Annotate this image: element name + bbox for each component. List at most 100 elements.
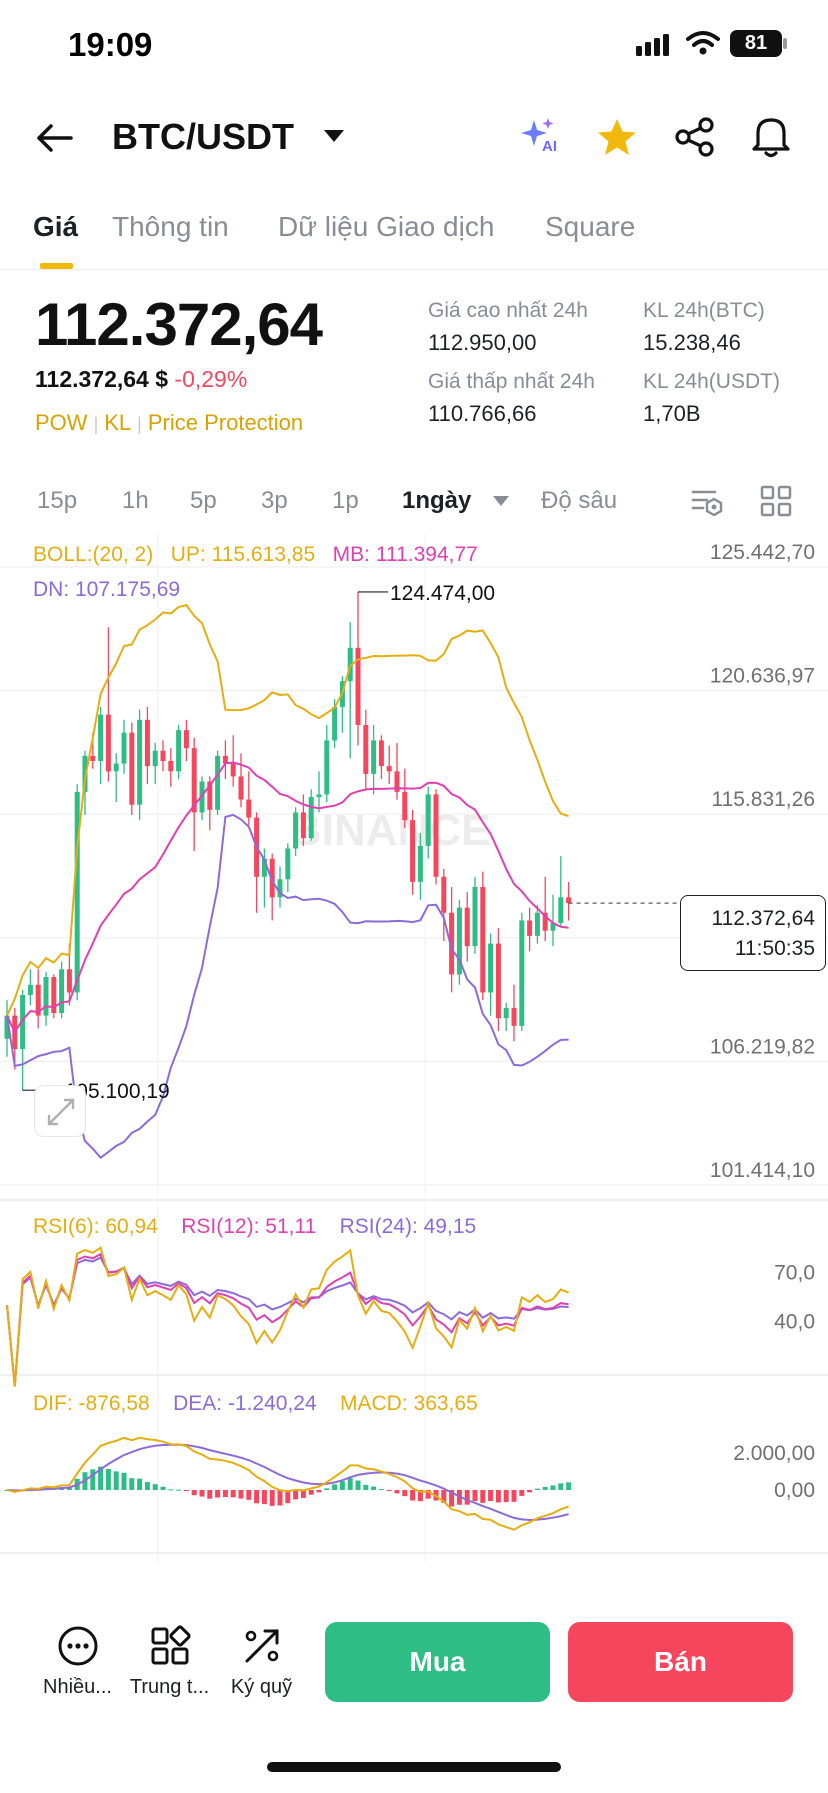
- interval-3p[interactable]: 3p: [261, 487, 288, 514]
- sell-button[interactable]: Bán: [568, 1622, 793, 1702]
- indicator-settings-icon[interactable]: [690, 485, 724, 519]
- interval-15p[interactable]: 15p: [37, 487, 78, 514]
- more-button[interactable]: Nhiều...: [30, 1625, 125, 1699]
- usd-price-value: 112.372,64 $: [35, 366, 169, 392]
- macd-legend: DIF: -876,58 DEA: -1.240,24 MACD: 363,65: [33, 1392, 478, 1416]
- macd-histogram-bar: [137, 1478, 143, 1490]
- tag-kl[interactable]: KL: [104, 410, 132, 435]
- ai-button[interactable]: AI: [518, 116, 562, 160]
- layout-grid-icon[interactable]: [760, 485, 792, 517]
- candle-up: [261, 858, 267, 877]
- candle-down: [35, 984, 41, 1016]
- candle-up: [456, 907, 462, 975]
- rsi6-line: [6, 1246, 569, 1387]
- macd-dea: DEA: -1.240,24: [173, 1392, 317, 1415]
- candle-down: [449, 912, 455, 975]
- dea-line: [6, 1443, 569, 1522]
- buy-button[interactable]: Mua: [325, 1622, 550, 1702]
- macd-histogram-bar: [316, 1490, 322, 1493]
- interval-5p[interactable]: 5p: [190, 487, 217, 514]
- vol-usdt-label: KL 24h(USDT): [643, 370, 780, 393]
- macd-histogram-bar: [449, 1490, 455, 1507]
- candle-up: [308, 797, 314, 839]
- center-button[interactable]: Trung t...: [122, 1625, 217, 1699]
- candle-up: [293, 812, 299, 849]
- interval-bar: 15p 1h 5p 3p 1p 1ngày Độ sâu: [0, 475, 828, 530]
- vol-usdt-value: 1,70B: [643, 401, 701, 426]
- macd-axis-label: 2.000,00: [733, 1442, 815, 1465]
- candle-down: [542, 912, 548, 931]
- macd-histogram-bar: [410, 1490, 416, 1501]
- candle-up: [152, 750, 158, 767]
- candle-down: [394, 771, 400, 792]
- tag-pow[interactable]: POW: [35, 410, 88, 435]
- tag-price-protection[interactable]: Price Protection: [147, 410, 304, 435]
- favorite-star-icon[interactable]: [596, 117, 638, 157]
- macd-histogram-bar: [254, 1490, 260, 1504]
- candle-down: [183, 730, 189, 749]
- dif-line: [6, 1436, 569, 1531]
- macd-histogram-bar: [519, 1490, 525, 1496]
- margin-button[interactable]: Ký quỹ: [214, 1625, 309, 1699]
- interval-dropdown-icon[interactable]: [492, 495, 510, 507]
- macd-histogram-bar: [293, 1490, 299, 1500]
- tab-info[interactable]: Thông tin: [112, 211, 229, 242]
- rsi-axis-label: 40,0: [774, 1310, 815, 1333]
- interval-1day[interactable]: 1ngày: [402, 487, 472, 514]
- last-price: 112.372,64: [35, 291, 323, 358]
- bell-icon[interactable]: [752, 115, 790, 159]
- macd-histogram-bar: [207, 1490, 213, 1499]
- tab-trading-data[interactable]: Dữ liệu Giao dịch: [278, 211, 495, 242]
- expand-chart-button[interactable]: [34, 1085, 86, 1137]
- candle-up: [98, 714, 104, 761]
- candle-down: [66, 969, 72, 993]
- candle-up: [534, 912, 540, 936]
- low-24h-label: Giá thấp nhất 24h: [428, 370, 595, 393]
- macd-histogram-bar: [113, 1471, 119, 1490]
- macd-histogram-bar: [90, 1469, 96, 1490]
- status-time: 19:09: [68, 26, 153, 63]
- candle-down: [269, 858, 275, 898]
- macd-histogram-bar: [355, 1480, 361, 1490]
- macd-histogram-bar: [144, 1481, 150, 1490]
- rsi24: RSI(24): 49,15: [339, 1215, 477, 1238]
- share-icon[interactable]: [674, 117, 716, 157]
- interval-1h[interactable]: 1h: [122, 487, 149, 514]
- rsi6: RSI(6): 60,94: [33, 1215, 158, 1238]
- pair-dropdown-icon[interactable]: [322, 128, 346, 144]
- price-axis-label: 125.442,70: [710, 541, 815, 564]
- interval-depth[interactable]: Độ sâu: [541, 487, 618, 514]
- coin-tags: POW | KL | Price Protection: [35, 410, 304, 435]
- back-arrow-icon[interactable]: [36, 122, 74, 154]
- min-price-label: 105.100,19: [65, 1080, 170, 1103]
- tab-price[interactable]: Giá: [33, 211, 79, 242]
- candle-down: [207, 781, 213, 810]
- macd-histogram-bar: [495, 1490, 501, 1503]
- tab-square[interactable]: Square: [545, 211, 636, 242]
- candle-down: [230, 763, 236, 777]
- candle-down: [386, 766, 392, 772]
- pair-title[interactable]: BTC/USDT: [112, 116, 294, 157]
- candle-down: [511, 1007, 517, 1026]
- ai-label: AI: [542, 138, 557, 155]
- battery-icon: 81: [730, 30, 782, 57]
- wifi-icon: [686, 31, 720, 55]
- margin-icon: [245, 1629, 278, 1663]
- battery-cap: [783, 38, 787, 49]
- candle-down: [378, 740, 384, 767]
- macd-histogram-bar: [300, 1490, 306, 1498]
- price-change: -0,29%: [174, 366, 248, 392]
- interval-1p[interactable]: 1p: [332, 487, 359, 514]
- candle-down: [433, 794, 439, 877]
- rsi24-line: [6, 1256, 569, 1387]
- candle-up: [425, 794, 431, 846]
- macd-histogram-bar: [285, 1490, 291, 1504]
- high-24h-value: 112.950,00: [428, 330, 537, 355]
- macd-histogram-bar: [527, 1490, 533, 1493]
- macd-histogram-bar: [308, 1490, 314, 1495]
- candle-down: [90, 755, 96, 761]
- candle-up: [332, 706, 338, 741]
- macd-histogram-bar: [238, 1490, 244, 1499]
- macd-histogram-bar: [371, 1486, 377, 1490]
- macd-histogram-bar: [191, 1490, 197, 1496]
